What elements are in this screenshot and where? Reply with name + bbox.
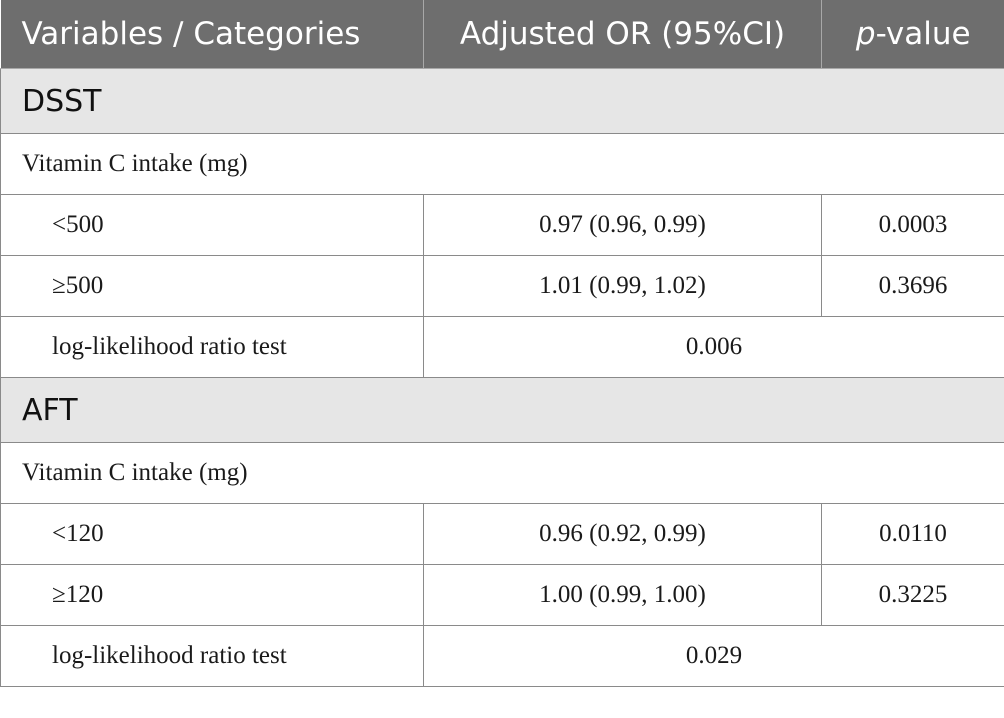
or-ci-cell: 0.97 (0.96, 0.99) [423,194,822,256]
section-title: DSST [0,68,1004,134]
category-cell: <500 [0,194,424,256]
group-label: Vitamin C intake (mg) [0,442,1004,504]
or-ci-cell: 1.00 (0.99, 1.00) [423,564,822,626]
p-value-cell: 0.0003 [821,194,1004,256]
header-adjusted-or: Adjusted OR (95%CI) [423,0,822,69]
header-p-italic: p [855,16,876,52]
header-variables: Variables / Categories [0,0,424,69]
or-ci-cell: 1.01 (0.99, 1.02) [423,255,822,317]
p-value-cell: 0.3225 [821,564,1004,626]
table-row: ≥120 1.00 (0.99, 1.00) 0.3225 [0,564,1004,626]
lr-test-label: log-likelihood ratio test [0,625,424,687]
p-value-cell: 0.3696 [821,255,1004,317]
lr-test-row: log-likelihood ratio test 0.029 [0,625,1004,687]
category-cell: ≥500 [0,255,424,317]
group-row: Vitamin C intake (mg) [0,133,1004,195]
section-row-dsst: DSST [0,68,1004,134]
lr-test-label: log-likelihood ratio test [0,316,424,378]
or-ci-cell: 0.96 (0.92, 0.99) [423,503,822,565]
lr-test-row: log-likelihood ratio test 0.006 [0,316,1004,378]
table-row: ≥500 1.01 (0.99, 1.02) 0.3696 [0,255,1004,317]
table-row: <500 0.97 (0.96, 0.99) 0.0003 [0,194,1004,256]
header-p-value: p-value [821,0,1004,69]
section-title: AFT [0,377,1004,443]
header-row: Variables / Categories Adjusted OR (95%C… [0,0,1004,69]
header-p-rest: -value [875,16,971,52]
results-table: Variables / Categories Adjusted OR (95%C… [0,0,1004,687]
section-row-aft: AFT [0,377,1004,443]
lr-test-value: 0.029 [423,625,1004,687]
category-cell: ≥120 [0,564,424,626]
category-cell: <120 [0,503,424,565]
p-value-cell: 0.0110 [821,503,1004,565]
lr-test-value: 0.006 [423,316,1004,378]
table-row: <120 0.96 (0.92, 0.99) 0.0110 [0,503,1004,565]
group-label: Vitamin C intake (mg) [0,133,1004,195]
group-row: Vitamin C intake (mg) [0,442,1004,504]
